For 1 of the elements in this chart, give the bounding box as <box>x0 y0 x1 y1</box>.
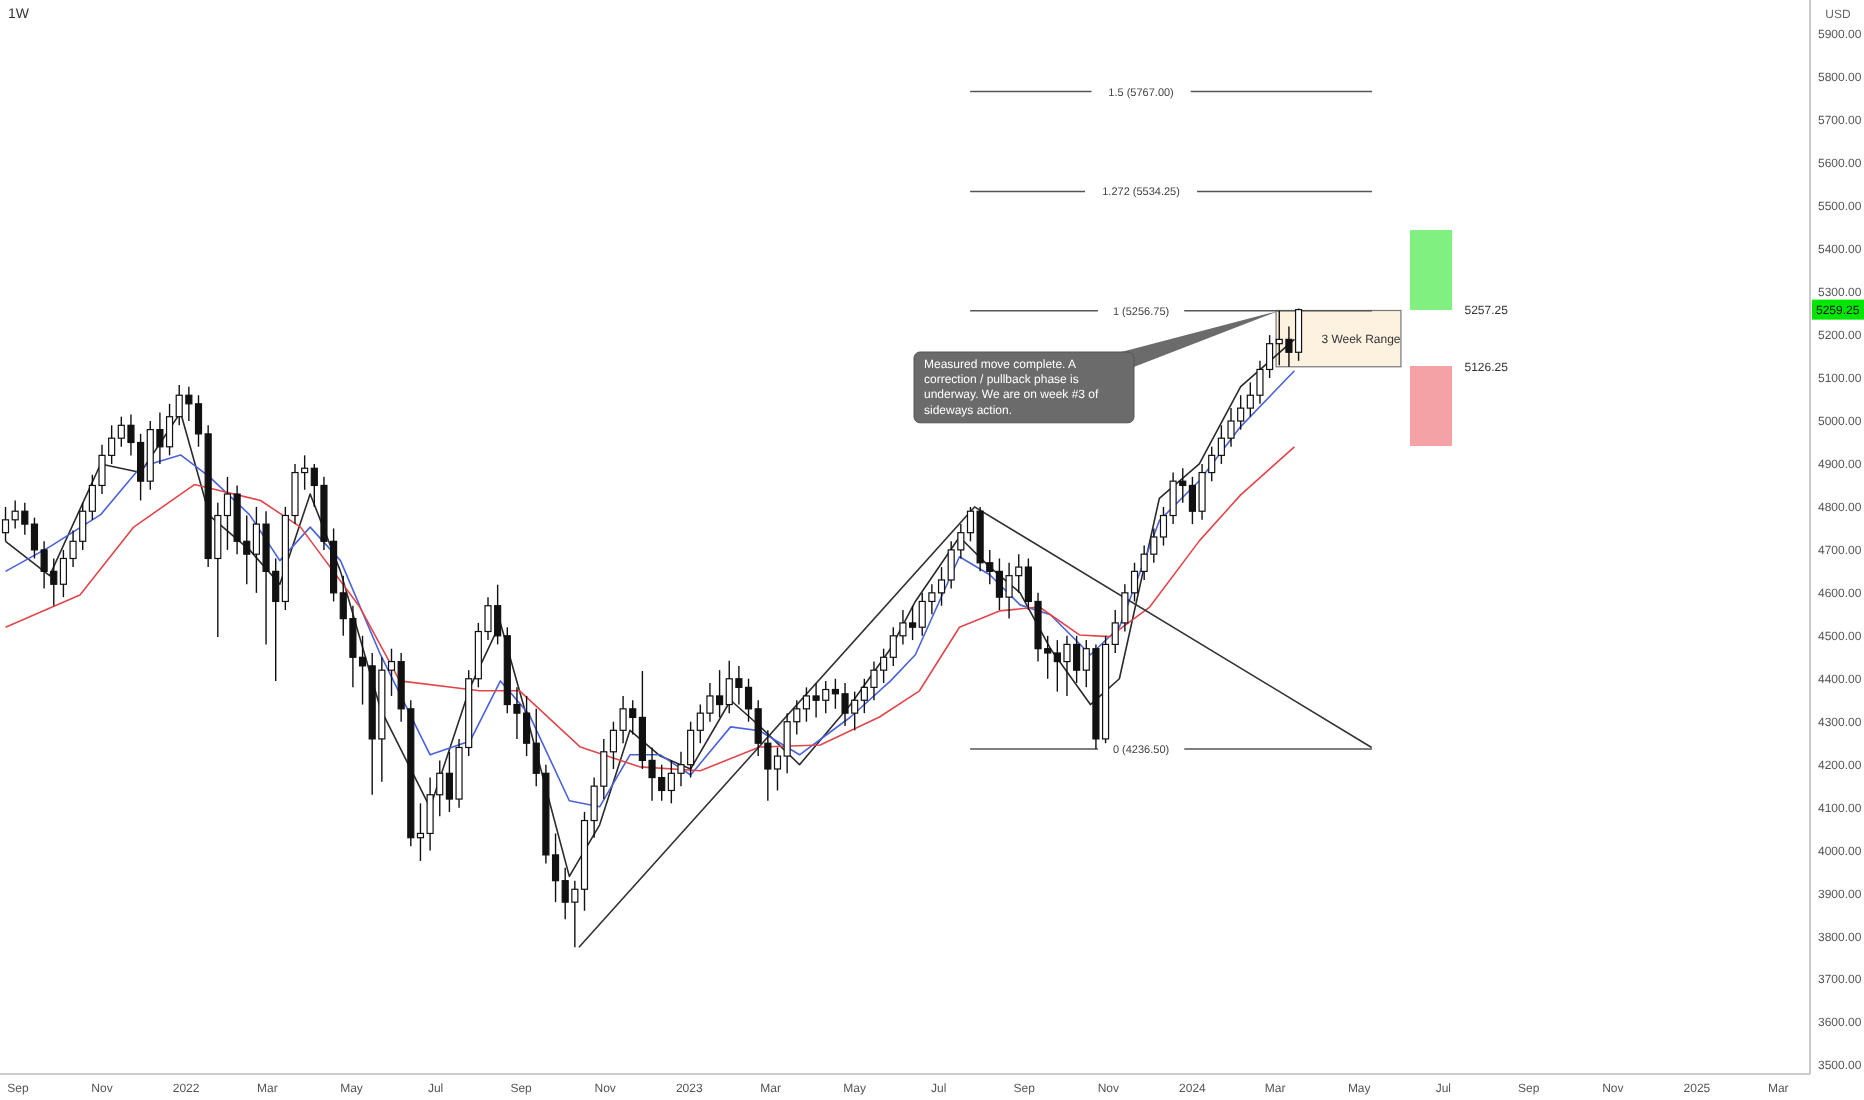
line-series <box>4 445 1296 772</box>
